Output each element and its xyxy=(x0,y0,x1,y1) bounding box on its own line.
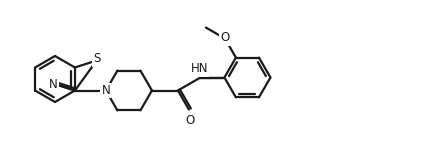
Text: N: N xyxy=(102,84,110,97)
Text: O: O xyxy=(220,31,230,44)
Text: N: N xyxy=(49,78,58,91)
Text: HN: HN xyxy=(191,63,208,76)
Text: O: O xyxy=(185,114,194,127)
Text: S: S xyxy=(93,52,100,65)
